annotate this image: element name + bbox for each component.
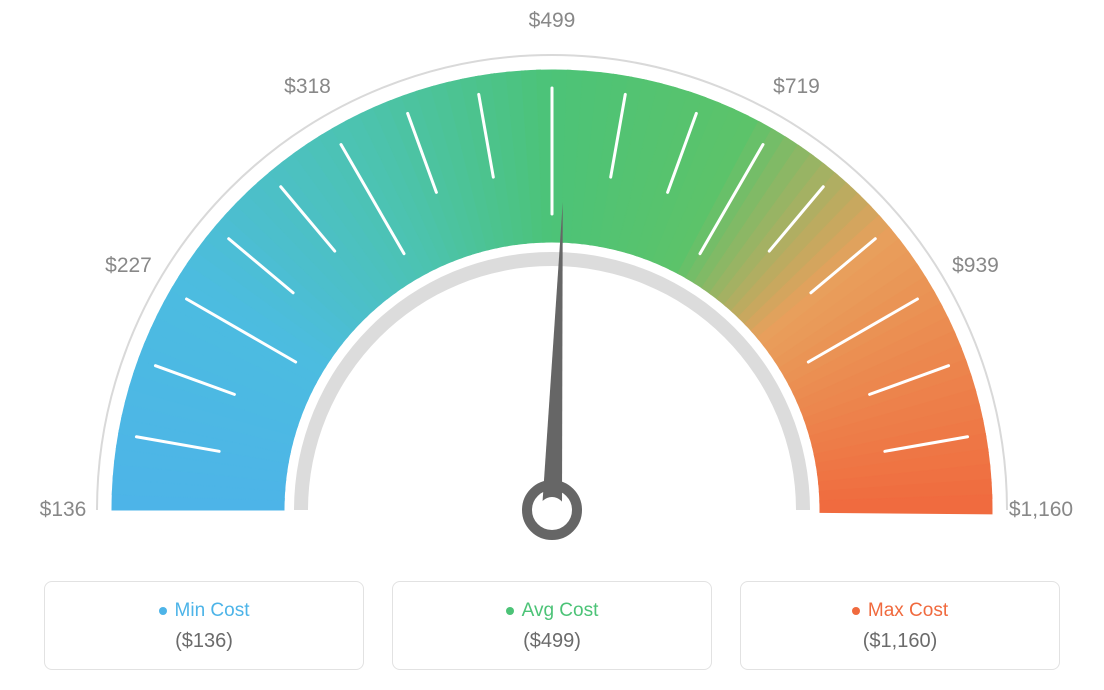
legend-card-avg: Avg Cost ($499): [392, 581, 712, 670]
legend-value-max: ($1,160): [741, 630, 1059, 653]
gauge-svg: [0, 40, 1104, 600]
tick-label: $939: [952, 254, 999, 278]
tick-label: $136: [40, 498, 87, 522]
tick-label: $227: [105, 254, 152, 278]
tick-label: $499: [529, 9, 576, 33]
gauge-chart: $136 $227 $318 $499 $719 $939 $1,160: [0, 0, 1104, 560]
tick-label: $318: [284, 75, 331, 99]
legend-value-avg: ($499): [393, 630, 711, 653]
legend-card-min: Min Cost ($136): [44, 581, 364, 670]
legend-label-max: Max Cost: [852, 600, 948, 622]
tick-label: $719: [773, 75, 820, 99]
tick-label: $1,160: [1009, 498, 1073, 522]
legend-card-max: Max Cost ($1,160): [740, 581, 1060, 670]
legend-label-min: Min Cost: [159, 600, 250, 622]
legend-value-min: ($136): [45, 630, 363, 653]
legend-row: Min Cost ($136) Avg Cost ($499) Max Cost…: [0, 581, 1104, 670]
legend-label-avg: Avg Cost: [506, 600, 599, 622]
